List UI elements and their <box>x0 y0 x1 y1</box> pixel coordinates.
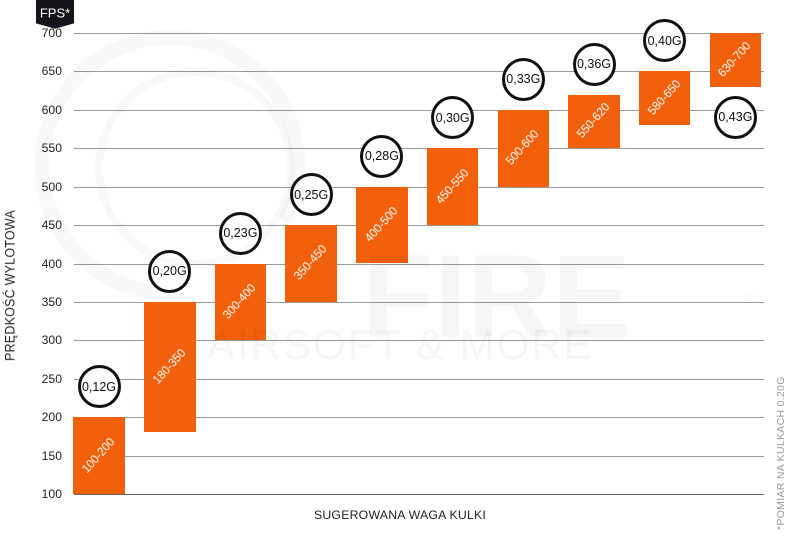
svg-text:FPS*: FPS* <box>40 6 70 21</box>
